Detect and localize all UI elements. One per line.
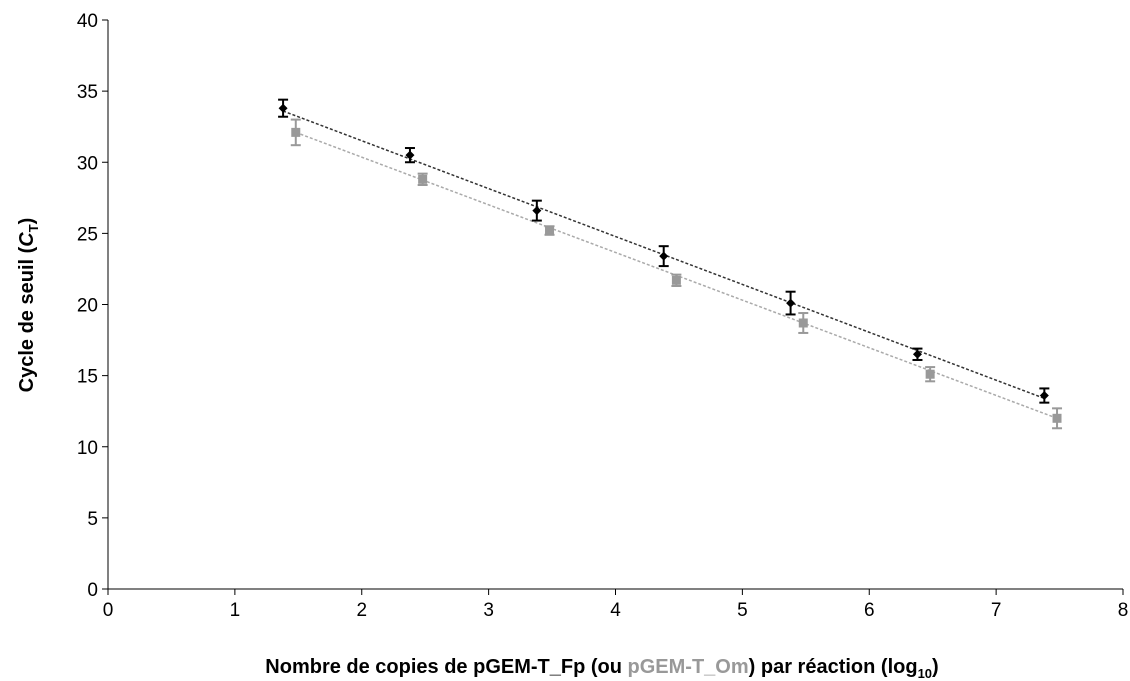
y-tick-label: 25 [77,224,98,245]
y-tick-label: 10 [77,438,98,459]
y-tick-label: 40 [77,11,98,32]
y-tick-label: 15 [77,367,98,388]
x-tick-label: 3 [483,600,494,621]
y-tick-label: 0 [87,580,98,601]
data-point-diamond [659,251,669,261]
x-tick-label: 5 [737,600,748,621]
axes [107,20,1123,590]
data-point-square [418,174,428,184]
x-ticks: 0 1 2 3 4 5 6 7 8 [103,589,1129,621]
data-point-diamond [278,103,288,113]
data-point-diamond [912,349,922,359]
data-point-diamond [532,206,542,216]
data-point-square [798,318,808,328]
x-tick-label: 4 [610,600,621,621]
data-point-square [671,275,681,285]
x-axis-title: Nombre de copies de pGEM-T_Fp (ou pGEM-T… [265,656,938,681]
data-points [278,103,1062,423]
data-point-square [545,226,555,236]
y-tick-label: 5 [87,509,98,530]
x-axis-title-highlight: pGEM-T_Om [628,656,749,678]
x-tick-label: 8 [1118,600,1129,621]
error-bars [278,98,1063,430]
data-point-diamond [405,150,415,160]
data-point-square [1052,413,1062,423]
y-tick-label: 35 [77,82,98,103]
x-tick-label: 1 [230,600,241,621]
y-ticks: 0 5 10 15 20 25 30 35 40 [77,11,108,601]
data-point-diamond [1039,391,1049,401]
trend-lines [282,110,1058,420]
data-point-square [291,127,301,137]
y-tick-label: 20 [77,296,98,317]
data-point-square [925,369,935,379]
x-tick-label: 7 [991,600,1002,621]
y-tick-label: 30 [77,153,98,174]
x-tick-label: 2 [356,600,367,621]
x-tick-label: 0 [103,600,114,621]
data-point-diamond [786,298,796,308]
y-axis-title: Cycle de seuil (CT) [16,218,41,393]
x-tick-label: 6 [864,600,875,621]
